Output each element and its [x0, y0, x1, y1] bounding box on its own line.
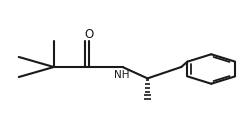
Text: NH: NH	[114, 70, 130, 80]
Text: O: O	[84, 28, 94, 41]
